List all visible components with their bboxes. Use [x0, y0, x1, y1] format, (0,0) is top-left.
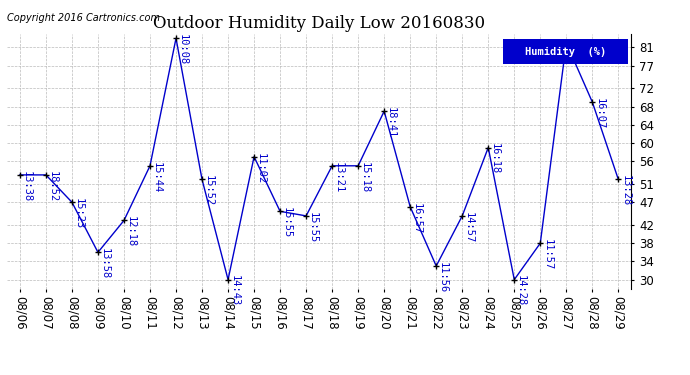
Text: 14:43: 14:43	[230, 276, 240, 307]
Text: 11:56: 11:56	[438, 262, 448, 293]
Text: 16:07: 16:07	[594, 98, 604, 129]
Text: 14:28: 14:28	[516, 276, 526, 307]
Text: 15:44: 15:44	[152, 162, 162, 193]
Text: 15:52: 15:52	[204, 175, 214, 207]
Text: 16:57: 16:57	[412, 202, 422, 234]
Title: Outdoor Humidity Daily Low 20160830: Outdoor Humidity Daily Low 20160830	[153, 15, 485, 32]
Text: 13:28: 13:28	[620, 175, 630, 207]
Text: 11:02: 11:02	[256, 153, 266, 184]
Text: 15:18: 15:18	[360, 162, 370, 193]
Text: Copyright 2016 Cartronics.com: Copyright 2016 Cartronics.com	[7, 13, 160, 23]
Text: 11:57: 11:57	[542, 239, 552, 270]
Text: 13:58: 13:58	[100, 248, 110, 279]
Text: 13:21: 13:21	[334, 162, 344, 193]
Text: 18:41: 18:41	[386, 107, 396, 138]
Text: 15:23: 15:23	[74, 198, 84, 230]
Text: 14:57: 14:57	[464, 212, 474, 243]
Text: 18:52: 18:52	[48, 171, 58, 202]
Text: 15:55: 15:55	[308, 212, 318, 243]
Text: 12:18: 12:18	[126, 216, 136, 248]
Text: 15:55: 15:55	[282, 207, 292, 238]
Text: 13:38: 13:38	[22, 171, 32, 202]
Text: 16:18: 16:18	[490, 143, 500, 175]
Text: 10:08: 10:08	[178, 34, 188, 65]
